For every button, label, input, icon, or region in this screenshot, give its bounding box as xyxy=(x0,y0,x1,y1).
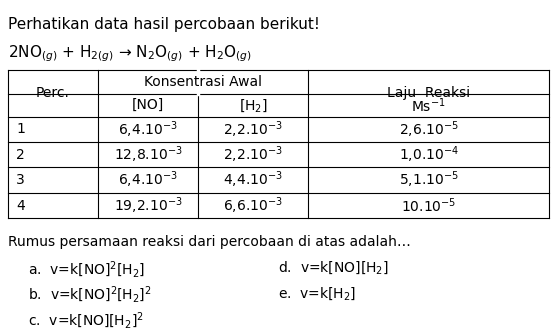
Text: b.  v=k[NO]$^2$[H$_2$]$^2$: b. v=k[NO]$^2$[H$_2$]$^2$ xyxy=(28,285,152,306)
Text: [NO]: [NO] xyxy=(132,98,164,112)
Text: 4,4.10$^{-3}$: 4,4.10$^{-3}$ xyxy=(223,170,283,190)
Text: 2,6.10$^{-5}$: 2,6.10$^{-5}$ xyxy=(399,119,458,140)
Text: 19,2.10$^{-3}$: 19,2.10$^{-3}$ xyxy=(114,195,182,216)
Text: 1,0.10$^{-4}$: 1,0.10$^{-4}$ xyxy=(398,144,458,165)
Text: Laju  Reaksi: Laju Reaksi xyxy=(387,86,470,100)
Text: 4: 4 xyxy=(16,199,25,213)
Text: 1: 1 xyxy=(16,122,25,136)
Text: 10.10$^{-5}$: 10.10$^{-5}$ xyxy=(401,196,456,215)
Text: 6,4.10$^{-3}$: 6,4.10$^{-3}$ xyxy=(118,170,178,190)
Text: c.  v=k[NO][H$_2$]$^2$: c. v=k[NO][H$_2$]$^2$ xyxy=(28,310,144,331)
Text: 2: 2 xyxy=(16,148,25,162)
Text: 6,6.10$^{-3}$: 6,6.10$^{-3}$ xyxy=(223,195,283,216)
Text: 2,2.10$^{-3}$: 2,2.10$^{-3}$ xyxy=(223,119,283,140)
Text: 6,4.10$^{-3}$: 6,4.10$^{-3}$ xyxy=(118,119,178,140)
Text: 12,8.10$^{-3}$: 12,8.10$^{-3}$ xyxy=(114,144,182,165)
Text: Perc.: Perc. xyxy=(36,86,70,100)
Text: 2,2.10$^{-3}$: 2,2.10$^{-3}$ xyxy=(223,144,283,165)
Text: 2NO$_{(g)}$ + H$_{2(g)}$ → N$_2$O$_{(g)}$ + H$_2$O$_{(g)}$: 2NO$_{(g)}$ + H$_{2(g)}$ → N$_2$O$_{(g)}… xyxy=(8,43,252,64)
Text: e.  v=k[H$_2$]: e. v=k[H$_2$] xyxy=(278,285,356,302)
Text: d.  v=k[NO][H$_2$]: d. v=k[NO][H$_2$] xyxy=(278,260,389,276)
Text: Konsentrasi Awal: Konsentrasi Awal xyxy=(144,75,262,89)
Text: 5,1.10$^{-5}$: 5,1.10$^{-5}$ xyxy=(399,170,458,190)
Text: Ms$^{-1}$: Ms$^{-1}$ xyxy=(411,96,446,115)
Text: 3: 3 xyxy=(16,173,25,187)
Text: Rumus persamaan reaksi dari percobaan di atas adalah…: Rumus persamaan reaksi dari percobaan di… xyxy=(8,235,411,249)
Text: a.  v=k[NO]$^2$[H$_2$]: a. v=k[NO]$^2$[H$_2$] xyxy=(28,260,145,280)
Text: Perhatikan data hasil percobaan berikut!: Perhatikan data hasil percobaan berikut! xyxy=(8,17,320,32)
Text: [H$_2$]: [H$_2$] xyxy=(239,97,267,114)
